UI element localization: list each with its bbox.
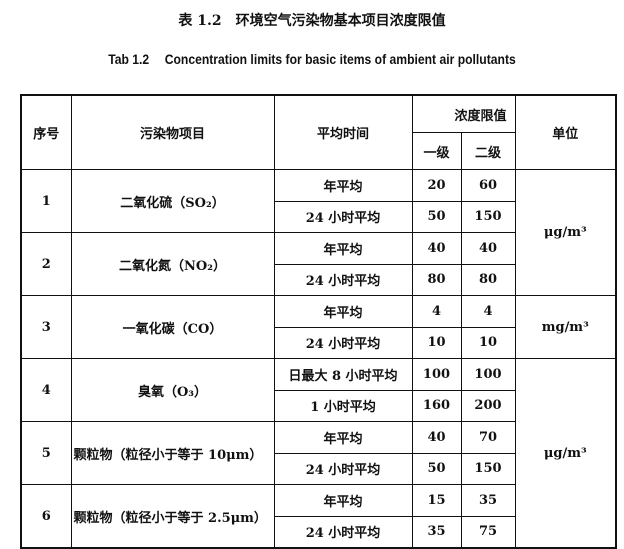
averaging-period: 24 小时平均	[273, 263, 413, 296]
grade2-limit: 4	[460, 295, 516, 328]
grade1-limit: 50	[411, 200, 462, 233]
grade1-limit: 160	[411, 389, 462, 422]
grade2-limit: 150	[460, 200, 516, 233]
averaging-period: 年平均	[273, 169, 413, 202]
header-item: 污染物项目	[70, 94, 275, 170]
table-row: 3 一氧化碳（CO） 年平均 4 4 mg/m³	[20, 295, 617, 359]
grade1-limit: 40	[411, 232, 462, 265]
grade2-limit: 60	[460, 169, 516, 202]
pollutant-item: 二氧化氮（NO₂）	[70, 232, 275, 296]
table-row: 2 二氧化氮（NO₂） 年平均 40 40	[20, 232, 616, 296]
header-grade1: 一级	[411, 132, 462, 170]
pollutant-item: 一氧化碳（CO）	[70, 295, 275, 359]
table-row: 24 小时平均 10 10	[21, 326, 616, 359]
averaging-period: 24 小时平均	[273, 515, 413, 549]
grade1-limit: 10	[411, 326, 462, 359]
header-unit: 单位	[514, 94, 617, 170]
averaging-period: 年平均	[273, 232, 413, 265]
grade1-limit: 35	[411, 515, 462, 549]
grade2-limit: 75	[460, 515, 516, 549]
table-row: 24 小时平均 80 80	[21, 263, 616, 296]
row-number: 2	[20, 232, 72, 296]
row-number: 1	[20, 169, 72, 233]
unit-cell: μg/m³	[514, 358, 617, 549]
row-number: 3	[20, 295, 72, 359]
grade2-limit: 200	[460, 389, 516, 422]
grade1-limit: 100	[411, 358, 462, 391]
averaging-period: 年平均	[273, 484, 413, 517]
averaging-period: 24 小时平均	[273, 200, 413, 233]
averaging-period: 年平均	[273, 295, 413, 328]
table-row: 5 颗粒物（粒径小于等于 10μm） 年平均 40 70	[20, 421, 616, 485]
grade2-limit: 10	[460, 326, 516, 359]
row-number: 4	[20, 358, 72, 422]
grade2-limit: 70	[460, 421, 516, 454]
grade1-limit: 20	[411, 169, 462, 202]
row-number: 5	[20, 421, 72, 485]
unit-cell: mg/m³	[514, 295, 617, 359]
pollutant-limits-table: 序号 污染物项目 平均时间 浓度限值 单位 一级 二级 1 二氧化硫（SO₂） 年平…	[20, 94, 617, 549]
grade1-limit: 4	[411, 295, 462, 328]
grade1-limit: 50	[411, 452, 462, 485]
grade2-limit: 150	[460, 452, 516, 485]
pollutant-item: 臭氧（O₃）	[70, 358, 275, 422]
header-no: 序号	[20, 94, 72, 170]
averaging-period: 24 小时平均	[273, 452, 413, 485]
grade1-limit: 15	[411, 484, 462, 517]
row-number: 6	[20, 484, 72, 549]
grade1-limit: 40	[411, 421, 462, 454]
header-period: 平均时间	[273, 94, 413, 170]
averaging-period: 1 小时平均	[273, 389, 413, 422]
table-row: 4 臭氧（O₃） 日最大 8 小时平均 100 100 μg/m³	[20, 358, 617, 549]
pollutant-item: 颗粒物（粒径小于等于 10μm）	[70, 421, 275, 485]
unit-cell: μg/m³	[514, 169, 617, 296]
averaging-period: 24 小时平均	[273, 326, 413, 359]
header-limit: 浓度限值	[411, 94, 516, 133]
header-grade2: 二级	[460, 132, 516, 170]
averaging-period: 年平均	[273, 421, 413, 454]
table-row: 1 二氧化硫（SO₂） 年平均 20 60 μg/m³	[20, 169, 617, 296]
table-title-cn: 表 1.2 环境空气污染物基本项目浓度限值	[178, 13, 446, 29]
grade2-limit: 35	[460, 484, 516, 517]
table-row: 24 小时平均 50 150	[21, 200, 616, 233]
grade2-limit: 100	[460, 358, 516, 391]
grade1-limit: 80	[411, 263, 462, 296]
averaging-period: 日最大 8 小时平均	[273, 358, 413, 391]
pollutant-item: 二氧化硫（SO₂）	[70, 169, 275, 233]
grade2-limit: 80	[460, 263, 516, 296]
table-title-en: Tab 1.2 Concentration limits for basic i…	[108, 52, 516, 67]
pollutant-item: 颗粒物（粒径小于等于 2.5μm）	[70, 484, 275, 549]
grade2-limit: 40	[460, 232, 516, 265]
